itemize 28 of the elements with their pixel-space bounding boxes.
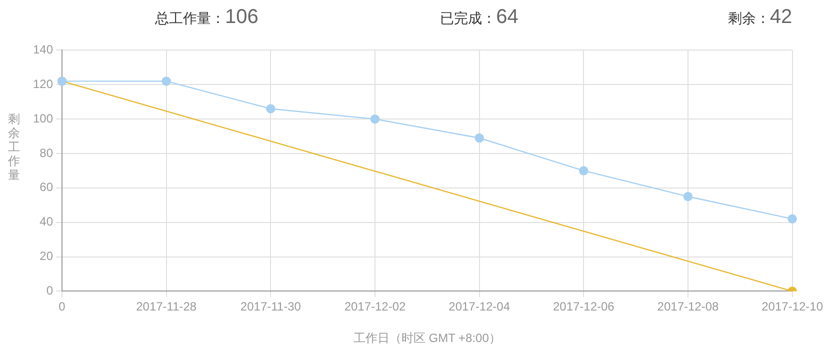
x-tick-label: 2017-11-30 xyxy=(240,300,302,314)
x-tick-label: 2017-12-04 xyxy=(448,300,510,314)
point xyxy=(579,166,588,176)
x-tick-label: 2017-12-02 xyxy=(344,300,406,314)
text: 总工作量：106 xyxy=(155,6,258,29)
x-tick-label: 2017-12-08 xyxy=(657,300,719,314)
x-tick-label: 2017-12-06 xyxy=(552,300,615,314)
y-tick-label: 20 xyxy=(40,249,54,264)
x-tick-label: 2017-11-28 xyxy=(136,300,197,314)
x-tick-label: 0 xyxy=(58,300,66,314)
y-tick-label: 0 xyxy=(46,284,54,298)
point xyxy=(266,104,276,114)
y-tick-label: 40 xyxy=(40,214,54,229)
y-tick-label: 80 xyxy=(40,146,54,160)
point xyxy=(370,114,380,124)
y-tick-label: 60 xyxy=(40,180,54,194)
x-axis-title: 工作日（时区 GMT +8:00） xyxy=(353,331,501,346)
text: 剩余：42 xyxy=(728,6,792,29)
point xyxy=(474,133,484,143)
point xyxy=(788,214,797,224)
x-tick-label: 2017-12-10 xyxy=(762,300,824,314)
point xyxy=(683,192,693,202)
y-tick-label: 100 xyxy=(32,111,54,126)
y-axis-title: 剩余工作量 xyxy=(8,112,20,182)
text: 已完成：64 xyxy=(440,6,518,29)
point xyxy=(162,76,171,86)
y-tick-label: 120 xyxy=(32,76,54,91)
y-tick-label: 140 xyxy=(32,42,54,57)
